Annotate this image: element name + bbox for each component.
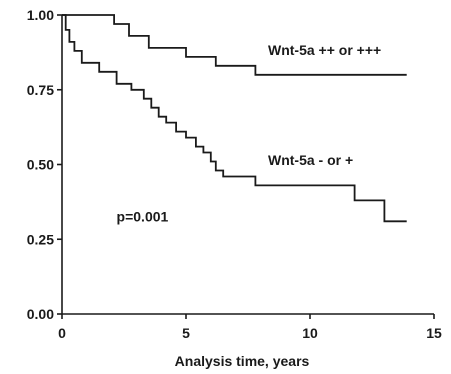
y-tick-label: 0.50	[27, 157, 54, 173]
x-axis-ticks: 0 5 10 15	[58, 314, 442, 341]
p-value-annotation: p=0.001	[117, 208, 169, 224]
y-tick-label: 0.25	[27, 231, 54, 247]
x-tick-label: 0	[58, 325, 66, 341]
series-label-1: Wnt-5a ++ or +++	[268, 42, 381, 58]
series-label-2: Wnt-5a - or +	[268, 152, 353, 168]
chart-axes	[61, 15, 434, 315]
x-tick-label: 5	[182, 325, 190, 341]
series-labels: Wnt-5a ++ or +++ Wnt-5a - or +	[268, 42, 381, 168]
y-tick-label: 0.00	[27, 306, 54, 322]
series-lines	[62, 14, 407, 223]
y-tick-label: 0.75	[27, 82, 54, 98]
y-tick-label: 1.00	[27, 7, 54, 23]
x-axis-title: Analysis time, years	[175, 353, 310, 369]
survival-curve-2	[62, 14, 407, 223]
y-axis-ticks: 0.00 0.25 0.50 0.75 1.00	[27, 7, 62, 322]
x-tick-label: 10	[302, 325, 318, 341]
x-tick-label: 15	[426, 325, 442, 341]
survival-curve-1	[62, 14, 407, 76]
